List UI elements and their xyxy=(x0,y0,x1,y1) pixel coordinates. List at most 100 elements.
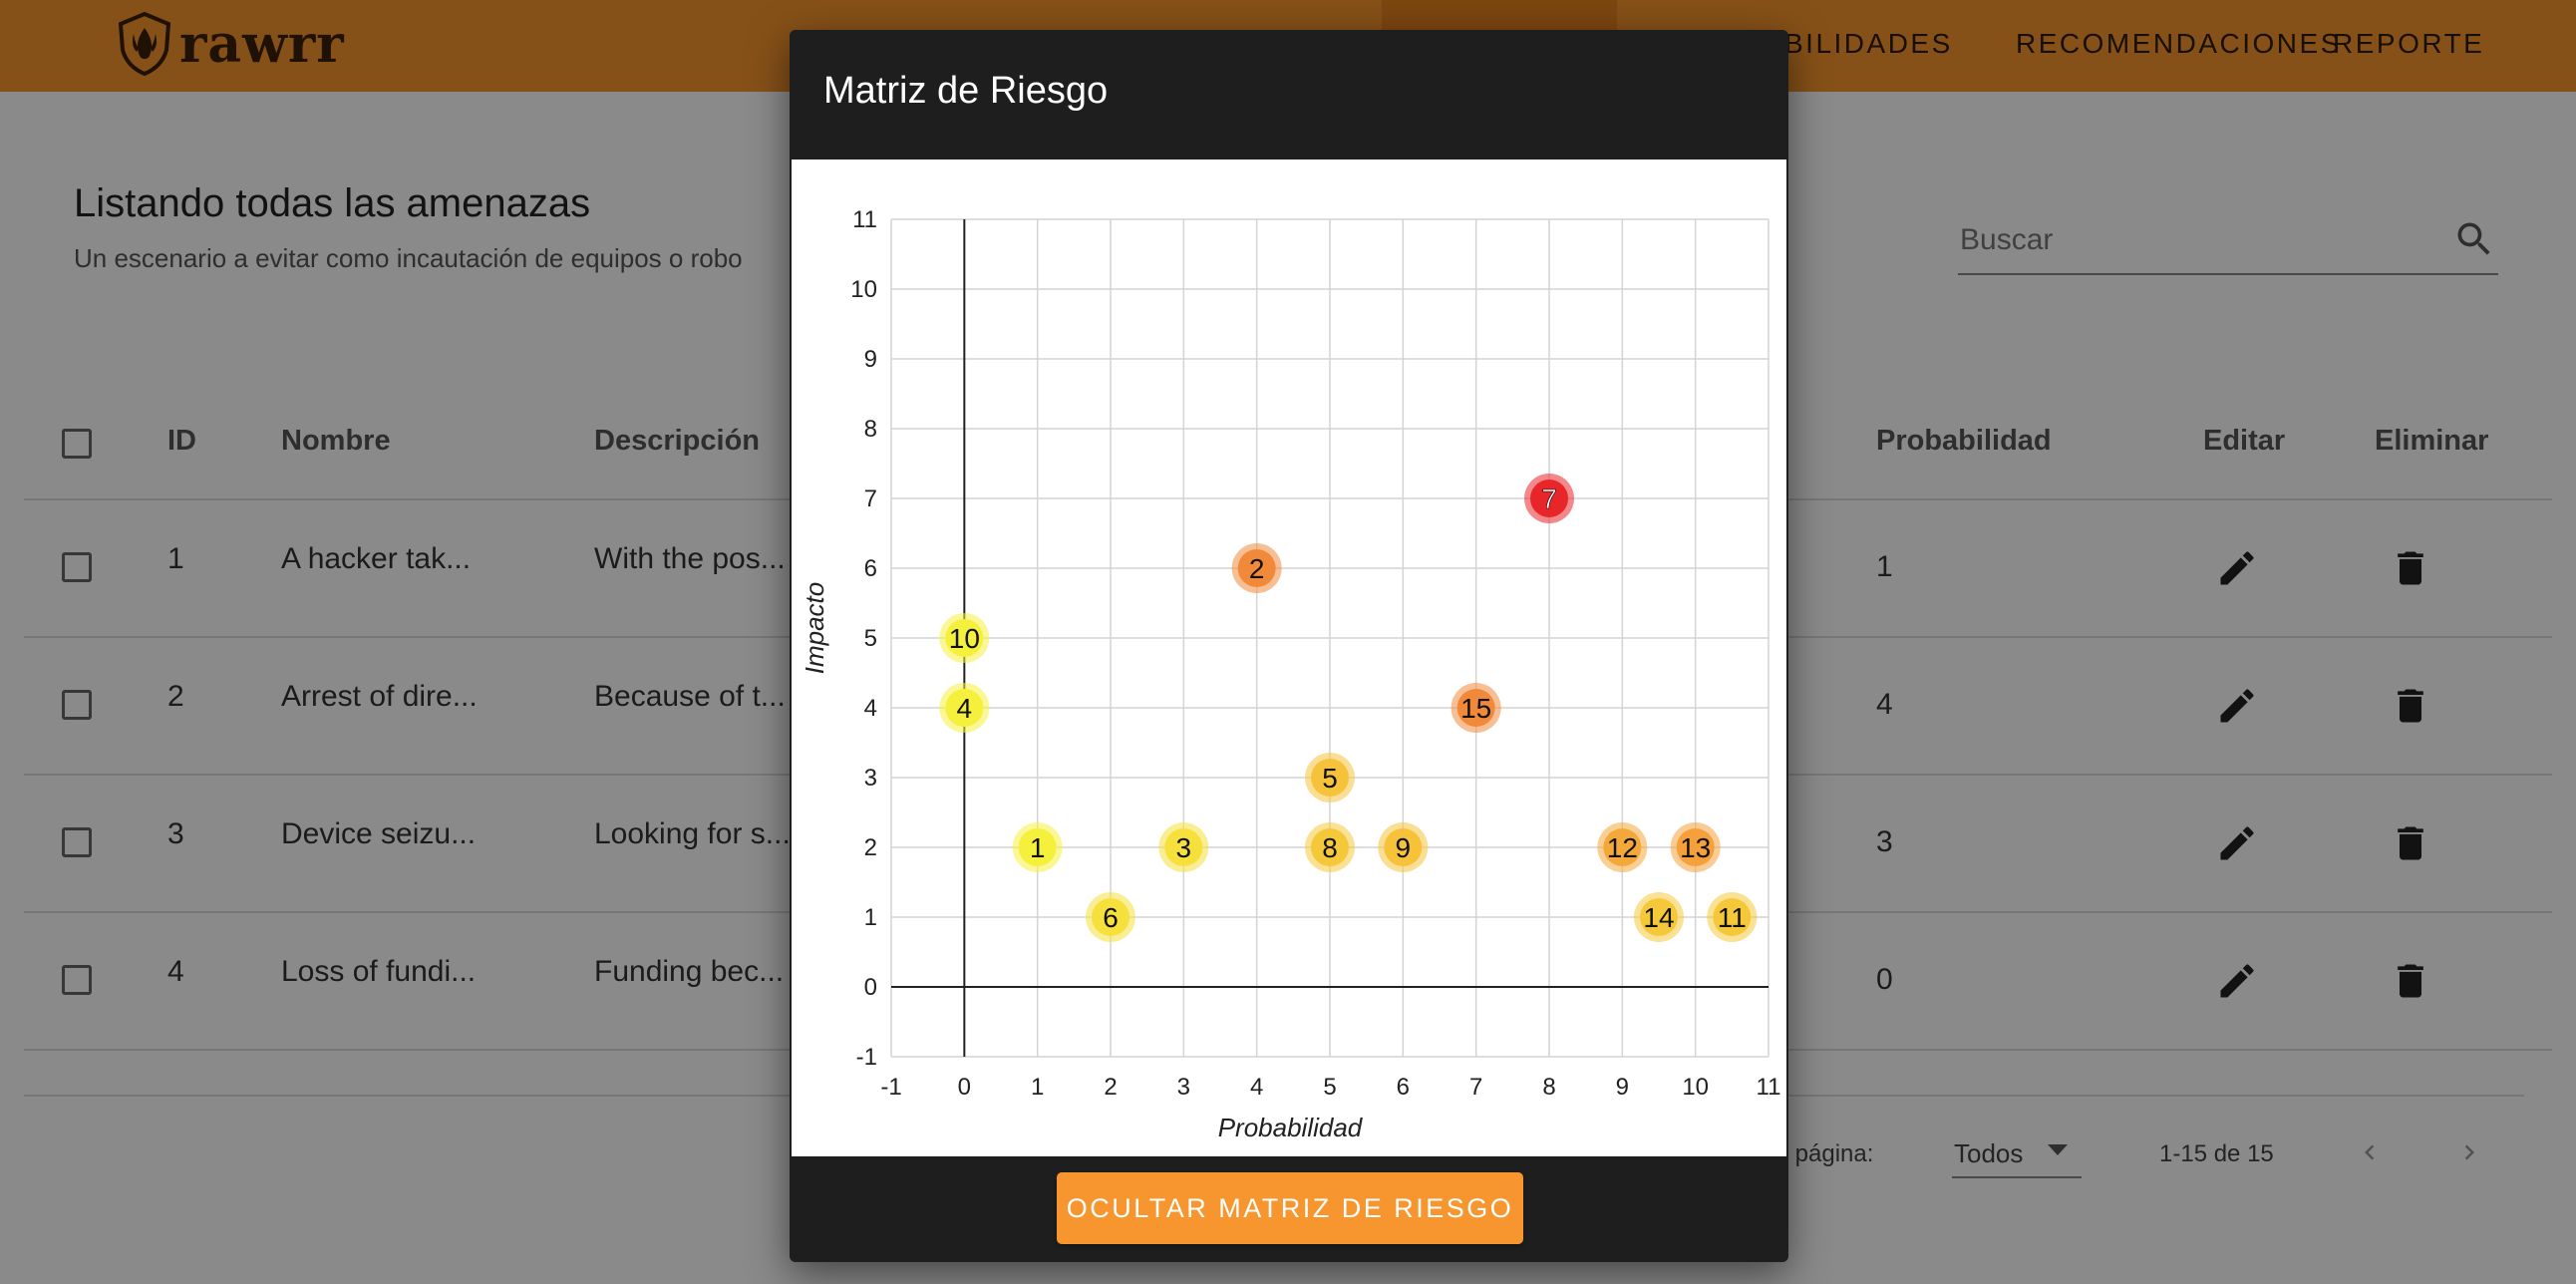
cell-probability: 4 xyxy=(1876,688,1893,721)
y-tick-label: 3 xyxy=(864,765,877,792)
y-tick-label: 8 xyxy=(864,416,877,443)
x-tick-label: 4 xyxy=(1250,1074,1263,1101)
pagination-range: 1-15 de 15 xyxy=(2159,1140,2274,1167)
cell-description: With the pos... xyxy=(594,542,786,575)
risk-point-label: 10 xyxy=(949,623,980,654)
cell-id: 2 xyxy=(167,680,184,713)
page-title: Listando todas las amenazas xyxy=(74,181,591,225)
cell-probability: 3 xyxy=(1876,825,1893,858)
row-checkbox[interactable] xyxy=(62,552,92,582)
x-tick-label: 0 xyxy=(958,1074,971,1101)
risk-point-label: 13 xyxy=(1680,832,1711,863)
x-tick-label: 5 xyxy=(1323,1074,1336,1101)
column-header-description[interactable]: Descripción xyxy=(594,425,760,457)
y-tick-label: 10 xyxy=(850,276,877,303)
pencil-icon[interactable] xyxy=(2215,821,2259,865)
x-tick-label: 8 xyxy=(1542,1074,1555,1101)
risk-point xyxy=(1530,480,1568,517)
risk-scatter-chart: -1 0 1 2 3 4 5 6 7 8 9 10 11-101234567891011Probabil… xyxy=(800,206,1781,1142)
column-header-edit: Editar xyxy=(2203,425,2286,457)
risk-point xyxy=(1676,828,1715,866)
shield-claw-icon xyxy=(118,12,171,76)
y-tick-label: 9 xyxy=(864,346,877,373)
pencil-icon[interactable] xyxy=(2215,546,2259,590)
y-axis-title: Impacto xyxy=(800,582,829,675)
x-tick-label: 11 xyxy=(1757,1074,1781,1101)
x-tick-label: 10 xyxy=(1682,1074,1709,1101)
risk-point-label: 9 xyxy=(1396,832,1412,863)
risk-point-label: 5 xyxy=(1322,763,1338,794)
trash-icon[interactable] xyxy=(2389,821,2432,865)
risk-point xyxy=(945,619,984,657)
x-tick-label: 9 xyxy=(1616,1074,1629,1101)
risk-point-label: 12 xyxy=(1607,832,1638,863)
cell-name: Loss of fundi... xyxy=(281,955,477,988)
y-tick-label: 0 xyxy=(864,974,877,1001)
chevron-left-icon[interactable] xyxy=(2355,1134,2385,1170)
risk-point xyxy=(1092,898,1129,936)
risk-point xyxy=(1018,828,1057,866)
cell-name: Arrest of dire... xyxy=(281,680,478,713)
risk-point-label: 14 xyxy=(1643,902,1674,933)
risk-matrix-chart: -1 0 1 2 3 4 5 6 7 8 9 10 11 -1 0 1 2 3 4 5 6 7 8 9 10 11 Probabil… xyxy=(792,160,1786,1156)
cell-id: 3 xyxy=(167,817,184,850)
nav-vulnerabilidades[interactable]: BILIDADES xyxy=(1784,28,1953,59)
cell-id: 1 xyxy=(167,542,184,575)
y-tick-label: 7 xyxy=(864,485,877,512)
nav-reporte[interactable]: REPORTE xyxy=(2333,28,2485,59)
hide-risk-matrix-button[interactable]: OCULTAR MATRIZ DE RIESGO xyxy=(1057,1172,1523,1244)
risk-point-label: 7 xyxy=(1541,483,1557,514)
search-icon[interactable] xyxy=(2452,217,2496,261)
column-header-delete: Eliminar xyxy=(2375,425,2489,457)
cell-probability: 0 xyxy=(1876,963,1893,996)
y-tick-label: -1 xyxy=(856,1044,877,1071)
risk-point-label: 2 xyxy=(1249,553,1265,584)
select-all-checkbox[interactable] xyxy=(62,429,92,459)
risk-point-label: 8 xyxy=(1322,832,1338,863)
x-tick-label: 6 xyxy=(1397,1074,1410,1101)
cell-description: Looking for s... xyxy=(594,817,791,850)
nav-recomendaciones[interactable]: RECOMENDACIONES xyxy=(2016,28,2342,59)
x-tick-label: -1 xyxy=(880,1074,901,1101)
trash-icon[interactable] xyxy=(2389,684,2432,728)
risk-point-label: 15 xyxy=(1460,693,1491,724)
pencil-icon[interactable] xyxy=(2215,684,2259,728)
trash-icon[interactable] xyxy=(2389,959,2432,1003)
logo[interactable]: rawrr xyxy=(118,12,345,76)
row-checkbox[interactable] xyxy=(62,965,92,995)
dialog-title: Matriz de Riesgo xyxy=(823,70,1109,112)
risk-point xyxy=(1311,828,1349,866)
caret-down-icon xyxy=(2048,1144,2068,1155)
risk-point xyxy=(945,689,984,727)
logo-text: rawrr xyxy=(179,13,345,75)
risk-point xyxy=(1384,828,1423,866)
search-input[interactable] xyxy=(1958,211,2440,269)
column-header-probability[interactable]: Probabilidad xyxy=(1876,425,2052,457)
y-tick-label: 2 xyxy=(864,834,877,861)
rows-per-page-select[interactable]: Todos xyxy=(1952,1128,2082,1178)
rows-per-page-value: Todos xyxy=(1954,1138,2024,1168)
pencil-icon[interactable] xyxy=(2215,959,2259,1003)
risk-point xyxy=(1164,828,1203,866)
y-tick-label: 5 xyxy=(864,625,877,652)
y-tick-label: 4 xyxy=(864,695,877,722)
cell-description: Funding bec... xyxy=(594,955,785,988)
x-axis-title: Probabilidad xyxy=(1218,1113,1364,1142)
cell-probability: 1 xyxy=(1876,550,1893,583)
column-header-name[interactable]: Nombre xyxy=(281,425,391,457)
chevron-right-icon[interactable] xyxy=(2454,1134,2484,1170)
x-tick-label: 2 xyxy=(1104,1074,1117,1101)
y-tick-label: 1 xyxy=(864,904,877,931)
risk-point xyxy=(1713,898,1752,936)
risk-matrix-dialog: Matriz de Riesgo -1 0 1 2 3 4 5 6 7 8 9 10 11 -1 0 1 2 3 4… xyxy=(790,30,1788,1262)
row-checkbox[interactable] xyxy=(62,827,92,857)
risk-point xyxy=(1237,549,1276,587)
risk-point-label: 3 xyxy=(1176,832,1192,863)
x-tick-label: 1 xyxy=(1031,1074,1044,1101)
trash-icon[interactable] xyxy=(2389,546,2432,590)
column-header-id[interactable]: ID xyxy=(167,425,196,457)
risk-point-label: 1 xyxy=(1030,832,1046,863)
cell-name: Device seizu... xyxy=(281,817,477,850)
row-checkbox[interactable] xyxy=(62,690,92,720)
y-tick-label: 6 xyxy=(864,555,877,582)
